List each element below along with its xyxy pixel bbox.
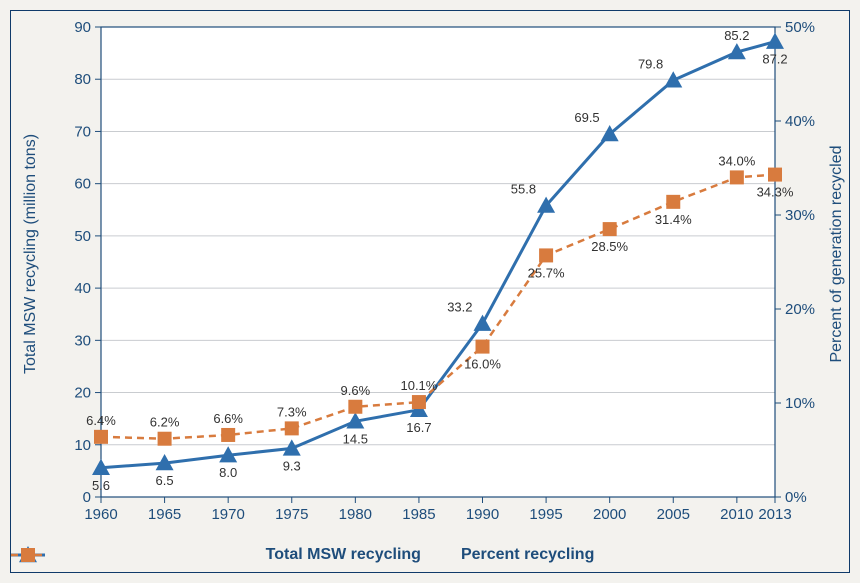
svg-text:20%: 20% <box>785 301 815 318</box>
svg-text:50: 50 <box>74 228 91 245</box>
data-label: 16.7 <box>406 420 431 435</box>
svg-text:1980: 1980 <box>339 506 372 523</box>
marker-square <box>221 428 235 442</box>
chart-frame: Total MSW recycling (million tons) Perce… <box>10 10 850 573</box>
data-label: 5.6 <box>92 478 110 493</box>
svg-text:90: 90 <box>74 19 91 36</box>
data-label: 87.2 <box>762 52 787 67</box>
data-label: 14.5 <box>343 431 368 446</box>
svg-text:20: 20 <box>74 385 91 402</box>
marker-square <box>158 432 172 446</box>
svg-text:80: 80 <box>74 71 91 88</box>
svg-text:40: 40 <box>74 280 91 297</box>
data-label: 7.3% <box>277 404 307 419</box>
data-label: 31.4% <box>655 212 692 227</box>
data-label: 34.0% <box>718 153 755 168</box>
data-label: 10.1% <box>400 378 437 393</box>
svg-text:50%: 50% <box>785 19 815 36</box>
svg-text:10%: 10% <box>785 395 815 412</box>
svg-text:1995: 1995 <box>529 506 562 523</box>
svg-text:2013: 2013 <box>758 506 791 523</box>
marker-square <box>768 168 782 182</box>
data-label: 69.5 <box>574 110 599 125</box>
marker-triangle <box>474 315 492 331</box>
data-label: 16.0% <box>464 357 501 372</box>
marker-square <box>730 170 744 184</box>
data-label: 79.8 <box>638 56 663 71</box>
svg-text:1985: 1985 <box>402 506 435 523</box>
svg-text:1990: 1990 <box>466 506 499 523</box>
chart-svg: 0 10 20 30 40 50 60 70 80 90 0% 10% 20% 30% 40% 50% 1960… <box>11 11 849 572</box>
svg-text:2000: 2000 <box>593 506 626 523</box>
data-label: 6.2% <box>150 415 180 430</box>
svg-text:30%: 30% <box>785 207 815 224</box>
legend-item-total: Total MSW recycling <box>266 546 421 564</box>
data-label: 9.3 <box>283 458 301 473</box>
svg-text:2010: 2010 <box>720 506 753 523</box>
svg-text:70: 70 <box>74 123 91 140</box>
legend-item-percent: Percent recycling <box>461 546 594 564</box>
data-label: 9.6% <box>341 383 371 398</box>
legend-label-total: Total MSW recycling <box>266 546 421 564</box>
marker-square <box>94 430 108 444</box>
data-label: 6.6% <box>213 411 243 426</box>
svg-text:1975: 1975 <box>275 506 308 523</box>
svg-text:1970: 1970 <box>211 506 244 523</box>
marker-triangle <box>283 439 301 455</box>
marker-square <box>603 222 617 236</box>
svg-text:1965: 1965 <box>148 506 181 523</box>
svg-text:30: 30 <box>74 332 91 349</box>
data-label: 8.0 <box>219 465 237 480</box>
legend-marker-percent <box>11 546 45 564</box>
marker-square <box>539 248 553 262</box>
marker-triangle <box>766 33 784 49</box>
data-label: 55.8 <box>511 182 536 197</box>
data-label: 34.3% <box>757 185 794 200</box>
data-label: 33.2 <box>447 300 472 315</box>
data-label: 6.4% <box>86 413 116 428</box>
svg-text:0: 0 <box>83 489 91 506</box>
svg-text:10: 10 <box>74 437 91 454</box>
legend-label-percent: Percent recycling <box>461 546 594 564</box>
svg-text:40%: 40% <box>785 113 815 130</box>
svg-text:60: 60 <box>74 176 91 193</box>
svg-text:1960: 1960 <box>84 506 117 523</box>
marker-square <box>476 340 490 354</box>
legend: Total MSW recycling Percent recycling <box>11 546 849 564</box>
marker-square <box>666 195 680 209</box>
data-label: 25.7% <box>528 265 565 280</box>
svg-text:2005: 2005 <box>657 506 690 523</box>
data-label: 6.5 <box>156 473 174 488</box>
data-label: 85.2 <box>724 28 749 43</box>
data-label: 28.5% <box>591 239 628 254</box>
svg-text:0%: 0% <box>785 489 807 506</box>
marker-square <box>348 400 362 414</box>
marker-square <box>412 395 426 409</box>
marker-square <box>285 421 299 435</box>
